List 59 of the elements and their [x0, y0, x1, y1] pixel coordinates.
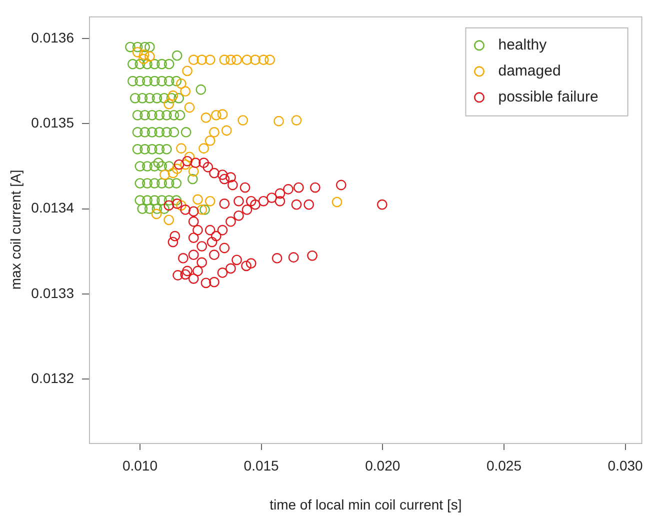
point [210, 110, 222, 120]
point [332, 196, 342, 208]
point [164, 98, 174, 110]
y-tick-label: 0.0136 [31, 29, 74, 46]
point [232, 54, 242, 66]
x-tick-label: 0.015 [244, 457, 280, 474]
legend-label: possible failure [498, 88, 598, 106]
point [176, 200, 186, 211]
point [219, 54, 230, 66]
point [221, 125, 232, 136]
point [258, 54, 269, 66]
point [198, 143, 209, 154]
y-axis-title: max coil current [A] [7, 170, 24, 290]
point [184, 152, 195, 162]
point [196, 54, 208, 66]
point [188, 166, 199, 177]
point [164, 214, 174, 226]
point [176, 143, 186, 154]
point [196, 204, 208, 215]
point [188, 54, 199, 66]
point [238, 115, 248, 126]
point [209, 127, 220, 138]
x-tick-label: 0.030 [608, 457, 644, 474]
y-tick-label: 0.0135 [31, 114, 74, 131]
point [180, 86, 191, 97]
point [250, 54, 260, 66]
x-axis-title: time of local min coil current [s] [270, 496, 462, 512]
x-tick-label: 0.025 [486, 457, 522, 474]
point [192, 194, 203, 205]
x-tick-label: 0.020 [365, 457, 400, 474]
point [204, 136, 216, 146]
point [151, 208, 162, 220]
point [138, 50, 150, 60]
legend-label: healthy [498, 36, 548, 54]
point [180, 159, 191, 170]
point [132, 46, 143, 58]
point [200, 112, 212, 123]
point [184, 102, 195, 113]
point [242, 54, 252, 66]
x-tick-label: 0.010 [122, 457, 158, 474]
point [274, 116, 284, 126]
point [176, 78, 186, 89]
point [204, 54, 216, 66]
point [168, 90, 178, 101]
point [168, 168, 178, 178]
point [264, 54, 275, 66]
y-tick-label: 0.0134 [31, 200, 74, 216]
legend-label: damaged [498, 62, 561, 80]
y-tick-label: 0.0133 [31, 284, 74, 301]
point [144, 51, 155, 62]
point [172, 164, 182, 174]
point [217, 109, 228, 120]
point [160, 170, 170, 180]
point [138, 54, 149, 64]
point [291, 115, 302, 126]
y-tick-label: 0.0132 [31, 370, 74, 386]
point [182, 66, 192, 76]
point [204, 196, 216, 206]
point [226, 54, 236, 66]
